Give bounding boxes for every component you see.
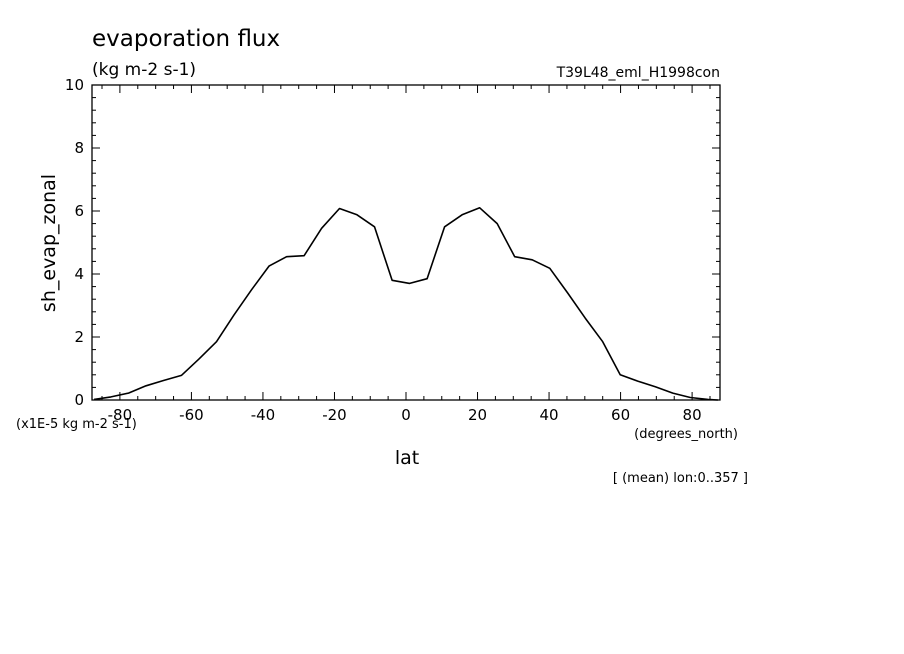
- plot-frame: [91, 84, 721, 401]
- x-axis-label: lat: [395, 447, 419, 469]
- x-tick-label: 40: [540, 406, 559, 424]
- y-tick-label: 4: [74, 265, 84, 283]
- y-tick-label: 6: [74, 202, 84, 220]
- units-label: (kg m-2 s-1): [92, 60, 196, 80]
- x-tick-label: -80: [108, 406, 133, 424]
- y-axis-label: sh_evap_zonal: [38, 174, 60, 312]
- y-tick-label: 2: [74, 328, 84, 346]
- x-tick-label: 60: [611, 406, 630, 424]
- y-tick-label: 10: [65, 76, 84, 94]
- experiment-label: T39L48_eml_H1998con: [556, 65, 720, 81]
- x-tick-label: 20: [468, 406, 487, 424]
- x-tick-label: -60: [179, 406, 204, 424]
- y-tick-labels: 0 2 4 6 8 10: [65, 76, 84, 409]
- x-tick-label: 0: [401, 406, 411, 424]
- y-scale-note: (x1E-5 kg m-2 s-1): [16, 417, 137, 432]
- chart-title: evaporation flux: [92, 26, 280, 52]
- axis-ticks: [92, 84, 720, 401]
- footnote: [ (mean) lon:0..357 ]: [613, 471, 748, 486]
- x-tick-label: -40: [251, 406, 276, 424]
- data-line: [93, 207, 718, 401]
- x-units-label: (degrees_north): [634, 427, 738, 442]
- y-tick-label: 8: [74, 139, 84, 157]
- x-tick-labels: -80 -60 -40 -20 0 20 40 60 80: [108, 406, 702, 424]
- x-tick-label: 80: [683, 406, 702, 424]
- y-tick-label: 0: [74, 391, 84, 409]
- x-tick-label: -20: [322, 406, 347, 424]
